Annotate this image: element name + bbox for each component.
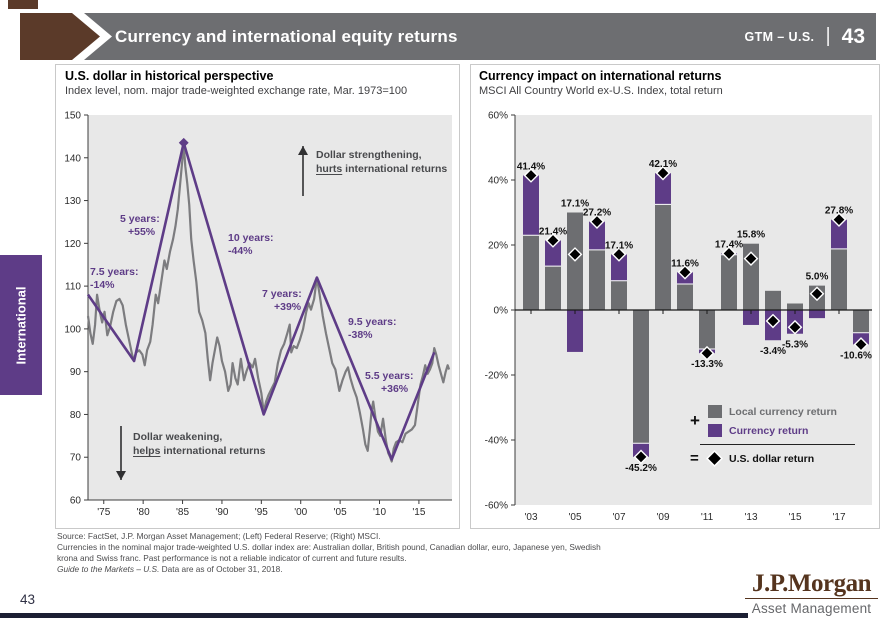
dollar-strengthening-note: Dollar strengthening, hurts internationa…: [316, 149, 448, 175]
trend-annotation-7-5-years: 7.5 years: -14%: [90, 266, 139, 291]
bar-chart-legend: + Local currency return Currency return …: [690, 404, 855, 467]
legend-item-currency: Currency return: [708, 423, 837, 438]
footnote-line-1: Source: FactSet, J.P. Morgan Asset Manag…: [57, 531, 381, 541]
jpmorgan-logo-wordmark: J.P.Morgan: [745, 571, 878, 599]
footnote-line-3: krona and Swiss franc. Past performance …: [57, 553, 407, 563]
trend-annotation-5-5-years: 5.5 years: +36%: [365, 370, 414, 395]
gray-swatch-icon: [708, 405, 722, 418]
trend-annotation-9-5-years: 9.5 years: -38%: [348, 316, 397, 341]
corner-accent-block: [8, 0, 38, 9]
trend-annotation-10-years: 10 years: -44%: [228, 232, 274, 257]
header-bar: [72, 13, 876, 60]
legend-item-usd: = U.S. dollar return: [690, 450, 815, 467]
purple-swatch-icon: [708, 424, 722, 437]
right-chart-subtitle: MSCI All Country World ex-U.S. Index, to…: [479, 85, 723, 97]
jpmorgan-logo-division: Asset Management: [751, 601, 872, 616]
header-chevron-icon: [20, 13, 112, 60]
right-chart-title: Currency impact on international returns: [479, 69, 722, 83]
section-tab-international[interactable]: International: [0, 255, 42, 395]
jpmorgan-logo: J.P.Morgan Asset Management: [745, 571, 878, 616]
footnote-line-2: Currencies in the nominal major trade-we…: [57, 542, 601, 552]
equals-icon: =: [690, 450, 699, 467]
legend-divider: [700, 444, 855, 445]
left-chart-panel: [55, 64, 460, 529]
left-chart-subtitle: Index level, nom. major trade-weighted e…: [65, 85, 408, 97]
left-chart-title: U.S. dollar in historical perspective: [65, 69, 274, 83]
gtm-separator: |: [825, 25, 831, 47]
page-title: Currency and international equity return…: [115, 26, 458, 46]
gtm-page-number: 43: [841, 24, 865, 48]
dollar-weakening-note: Dollar weakening, helps international re…: [133, 431, 266, 457]
gtm-label: GTM – U.S.: [744, 29, 815, 44]
footnote-line-4: Guide to the Markets – U.S. Data are as …: [57, 564, 283, 574]
trend-annotation-5-years: 5 years: +55%: [120, 213, 160, 238]
diamond-icon: [708, 452, 721, 465]
plus-icon: +: [690, 411, 700, 430]
page-number: 43: [20, 592, 36, 607]
source-footnote: Source: FactSet, J.P. Morgan Asset Manag…: [57, 531, 767, 575]
legend-item-local-currency: Local currency return: [708, 404, 837, 419]
gtm-page-ref: GTM – U.S. | 43: [744, 13, 865, 60]
bottom-accent-bar: [0, 613, 748, 618]
trend-annotation-7-years: 7 years: +39%: [262, 288, 302, 313]
